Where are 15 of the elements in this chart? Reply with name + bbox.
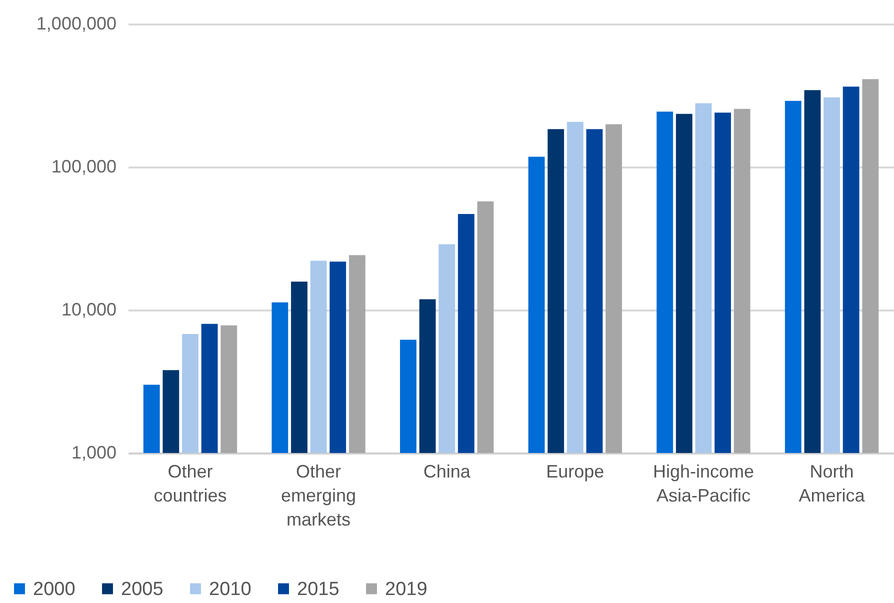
y-tick-label: 1,000 xyxy=(71,442,116,462)
x-tick-label: Europe xyxy=(546,462,604,482)
x-tick-label: High-income Asia-Pacific xyxy=(652,462,754,506)
x-tick-label: China xyxy=(423,462,472,482)
x-tick-label: North America xyxy=(798,462,866,506)
legend-label: 2005 xyxy=(121,578,164,600)
x-tick-label: Other countries xyxy=(154,462,227,506)
legend-label: 2019 xyxy=(385,578,428,600)
x-tick-label: Other emerging markets xyxy=(281,462,356,530)
y-tick-label: 1,000,000 xyxy=(36,14,116,34)
y-tick-label: 10,000 xyxy=(61,300,116,320)
legend-label: 2000 xyxy=(33,578,76,600)
legend-label: 2015 xyxy=(297,578,340,600)
y-tick-label: 100,000 xyxy=(51,156,116,176)
legend-label: 2010 xyxy=(209,578,252,600)
